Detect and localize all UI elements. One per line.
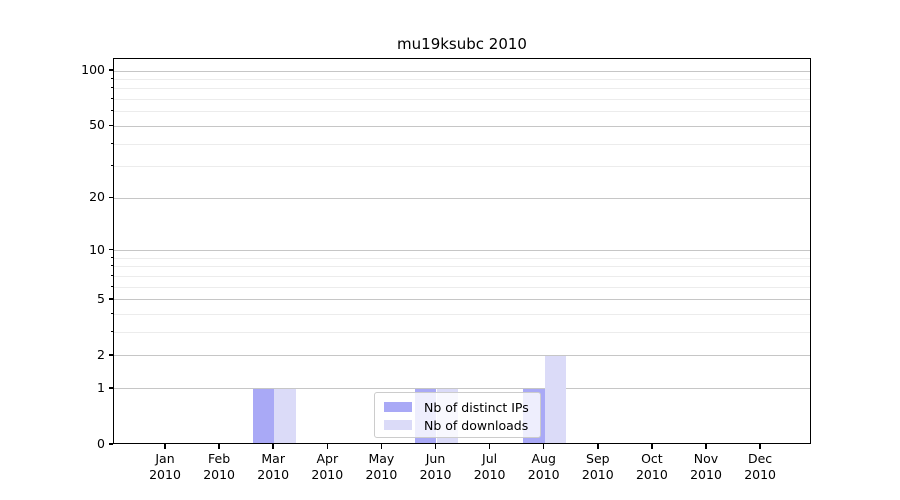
y-tick-label: 5 <box>97 290 105 306</box>
gridline-minor <box>114 99 810 101</box>
legend-swatch-distinct-ips <box>384 402 412 412</box>
y-tick-mark <box>108 387 113 389</box>
gridline-minor <box>114 111 810 113</box>
gridline-minor <box>114 88 810 90</box>
x-tick-mark <box>651 444 653 449</box>
bar-distinct-ips <box>252 388 275 444</box>
x-tick-label: May 2010 <box>365 451 398 482</box>
legend-row-distinct-ips: Nb of distinct IPs <box>384 398 532 416</box>
gridline-major <box>114 70 810 72</box>
x-tick-mark <box>326 444 329 449</box>
gridline-minor <box>114 314 810 316</box>
legend: Nb of distinct IPs Nb of downloads <box>374 392 541 438</box>
x-tick-label: Jul 2010 <box>473 451 506 482</box>
legend-swatch-downloads <box>384 420 412 430</box>
y-tick-label: 20 <box>89 189 105 205</box>
y-minor-tick-mark <box>110 331 113 333</box>
bar-downloads <box>544 355 567 444</box>
gridline-minor <box>114 275 810 277</box>
y-tick-mark <box>108 196 113 199</box>
x-tick-mark <box>218 444 220 449</box>
y-tick-label: 10 <box>89 241 105 257</box>
x-tick-label: Jun 2010 <box>419 451 452 482</box>
y-minor-tick-mark <box>110 165 113 167</box>
y-tick-mark <box>108 248 113 251</box>
x-tick-label: Feb 2010 <box>203 451 235 482</box>
y-tick-label: 0 <box>97 436 105 451</box>
gridline-minor <box>114 78 810 80</box>
y-tick-mark <box>108 443 113 445</box>
gridline-minor <box>114 143 810 145</box>
x-tick-label: Jan 2010 <box>149 451 181 482</box>
y-tick-mark <box>108 124 113 127</box>
y-tick-label: 100 <box>81 62 105 77</box>
x-tick-label: Apr 2010 <box>311 451 344 482</box>
x-tick-label: Aug 2010 <box>527 451 560 482</box>
x-tick-label: Mar 2010 <box>257 451 290 482</box>
legend-row-downloads: Nb of downloads <box>384 416 532 434</box>
x-tick-label: Oct 2010 <box>635 451 668 482</box>
gridline-major <box>114 197 810 199</box>
gridline-major <box>114 250 810 252</box>
plot-area <box>113 58 811 444</box>
x-tick-mark <box>705 444 707 449</box>
gridline-minor <box>114 166 810 168</box>
y-minor-tick-mark <box>110 98 113 100</box>
x-tick-mark <box>542 444 545 449</box>
y-tick-mark <box>108 298 113 300</box>
x-tick-mark <box>272 444 274 449</box>
gridline-major <box>114 299 810 301</box>
gridline-major <box>114 388 810 390</box>
gridline-major <box>114 125 810 127</box>
gridline-minor <box>114 332 810 334</box>
y-minor-tick-mark <box>110 77 113 79</box>
y-minor-tick-mark <box>110 110 113 112</box>
y-minor-tick-mark <box>110 265 113 267</box>
y-minor-tick-mark <box>110 285 113 287</box>
x-tick-mark <box>164 444 166 449</box>
y-tick-mark <box>108 69 113 71</box>
y-tick-label: 50 <box>89 117 105 133</box>
y-minor-tick-mark <box>110 256 113 258</box>
gridline-major <box>114 355 810 357</box>
y-tick-label: 1 <box>97 379 105 395</box>
x-tick-mark <box>380 444 383 449</box>
chart-title: mu19ksubc 2010 <box>397 35 527 53</box>
x-tick-label: Sep 2010 <box>581 451 614 482</box>
x-tick-mark <box>488 444 491 449</box>
y-minor-tick-mark <box>110 142 113 144</box>
gridline-minor <box>114 257 810 259</box>
y-tick-label: 2 <box>97 346 105 362</box>
x-tick-label: Nov 2010 <box>690 451 722 482</box>
gridline-minor <box>114 286 810 288</box>
x-tick-mark <box>434 444 437 449</box>
y-minor-tick-mark <box>110 274 113 276</box>
legend-label-downloads: Nb of downloads <box>424 417 529 433</box>
x-tick-label: Dec 2010 <box>744 451 776 482</box>
y-tick-mark <box>108 354 113 356</box>
gridline-minor <box>114 266 810 268</box>
legend-label-distinct-ips: Nb of distinct IPs <box>424 399 529 415</box>
y-minor-tick-mark <box>110 313 113 315</box>
x-tick-mark <box>597 444 599 449</box>
bar-downloads <box>274 388 296 444</box>
x-tick-mark <box>759 444 761 449</box>
y-minor-tick-mark <box>110 87 113 89</box>
